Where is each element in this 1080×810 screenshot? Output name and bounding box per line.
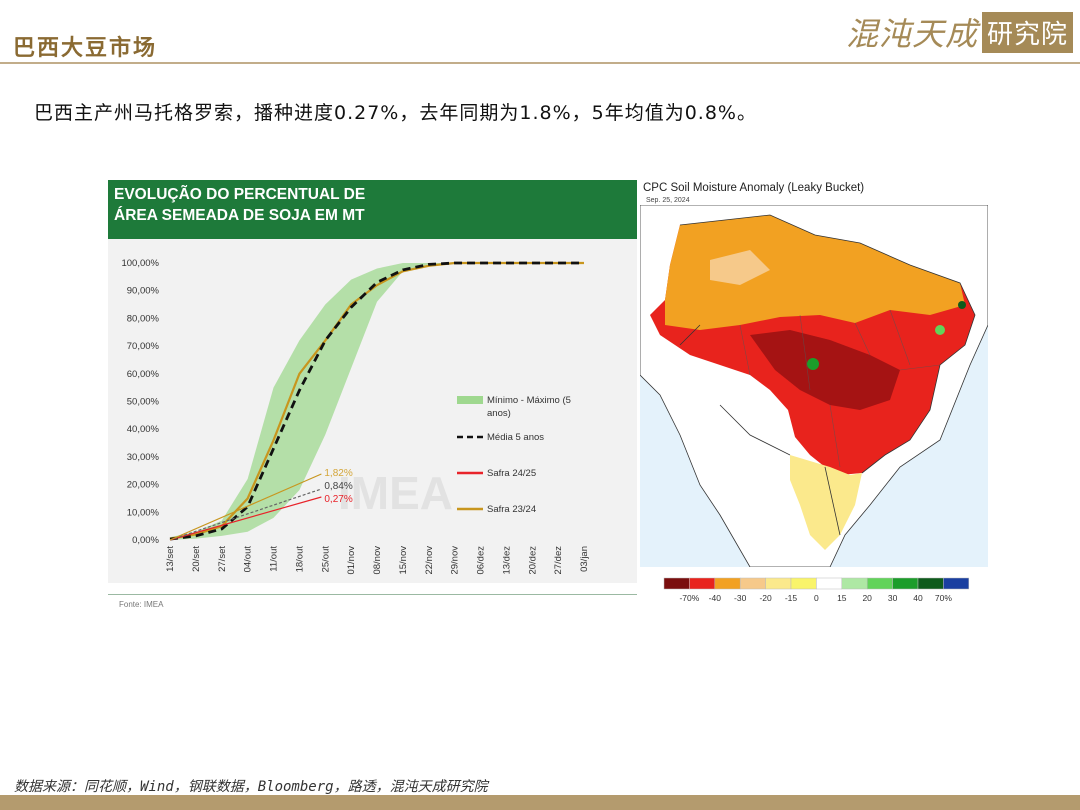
x-tick-label: 15/nov [398,546,409,575]
y-tick-label: 30,00% [127,452,160,463]
page-title: 巴西大豆市场 [13,35,158,61]
legend-color-swatch [765,577,792,590]
x-tick-label: 13/set [165,546,176,572]
header-bar: 巴西大豆市场 混沌天成 研究院 [0,0,1080,66]
legend-tick-label: -15 [785,593,798,603]
legend-color-swatch [663,577,690,590]
legend-color-swatch [689,577,716,590]
header-rule [0,62,1080,64]
orange-zone-north [665,215,965,330]
legend-tick-label: 0 [814,593,819,603]
legend-label-2425: Safra 24/25 [487,468,536,479]
x-tick-label: 29/nov [450,546,461,575]
legend-tick-label: 40 [913,593,923,603]
inset-line [169,488,322,541]
x-tick-label: 13/dez [501,546,512,575]
planting-progress-chart: IMEA 0,00% 10,00% 20,00% 30,00% 40,00% 50,00% 6… [121,258,590,575]
legend-swatch-band [457,396,483,404]
legend-color-swatch [816,577,843,590]
data-source-note: 数据来源：同花顺，Wind，钢联数据，Bloomberg，路透，混沌天成研究院 [14,779,488,795]
dark-red-core [750,330,900,410]
brazil-soil-moisture-map [640,205,988,567]
y-tick-label: 0,00% [132,535,159,546]
light-south-zone [790,455,862,550]
footer: 数据来源：同花顺，Wind，钢联数据，Bloomberg，路透，混沌天成研究院 [0,770,1080,810]
y-tick-label: 90,00% [127,286,160,297]
legend-tick-label: -30 [734,593,747,603]
legend-tick-label: 15 [837,593,847,603]
yellow-patch-north [710,250,770,285]
legend-tick-label: -40 [709,593,722,603]
y-tick-label: 80,00% [127,313,160,324]
legend-tick-label: -20 [759,593,772,603]
y-tick-label: 50,00% [127,397,160,408]
y-tick-label: 10,00% [127,507,160,518]
inset-value-label: 1,82% [324,468,352,479]
map-date: Sep. 25, 2024 [646,197,690,204]
imea-watermark: IMEA [338,467,453,519]
legend-tick-label: 20 [862,593,872,603]
y-tick-label: 100,00% [121,258,159,269]
legend-color-swatch [739,577,766,590]
inset-value-label: 0,27% [324,494,352,505]
x-tick-label: 08/nov [372,546,383,575]
x-tick-label: 27/dez [553,546,564,575]
legend-tick-label: 70% [935,593,952,603]
legend-color-swatch [892,577,919,590]
brazil-map-image [640,205,988,567]
x-tick-label: 22/nov [424,546,435,575]
green-patch-ne2 [958,301,966,309]
slide-subtitle: 巴西主产州马托格罗索，播种进度0.27%，去年同期为1.8%，5年均值为0.8%… [34,102,757,124]
country-borders [679,214,976,536]
x-tick-label: 20/dez [527,546,538,575]
green-patch-ne [935,325,945,335]
chart-source: Fonte: IMEA [119,600,164,609]
y-tick-label: 20,00% [127,480,160,491]
legend-color-swatch [790,577,817,590]
brand-logo: 混沌天成 研究院 [846,11,1074,53]
inset-line [169,473,322,541]
legend-label-2324: Safra 23/24 [487,504,536,515]
legend-label-media: Média 5 anos [487,432,544,443]
chart-title-line-1: EVOLUÇÃO DO PERCENTUAL DE [114,186,366,203]
state-borders [739,309,941,468]
legend-tick-label: -70% [679,593,699,603]
x-tick-label: 06/dez [476,546,487,575]
legend-label-band: Mínimo - Máximo (5 [487,395,571,406]
planting-progress-chart-panel: EVOLUÇÃO DO PERCENTUAL DE ÁREA SEMEADA D… [108,180,638,615]
x-tick-label: 20/set [191,546,202,572]
legend-tick-label: 30 [888,593,898,603]
green-patch [807,358,819,370]
legend-color-swatch [943,577,970,590]
y-tick-label: 40,00% [127,424,160,435]
min-max-band [170,263,584,540]
legend-color-swatch [917,577,944,590]
map-title: CPC Soil Moisture Anomaly (Leaky Bucket) [643,182,865,194]
brand-logo-script: 混沌天成 [846,15,979,53]
x-tick-label: 04/out [243,546,254,573]
footer-bar [0,795,1080,810]
inset-line [169,496,322,541]
series-line-safra-2324 [169,261,584,540]
legend-color-swatch [714,577,741,590]
x-tick-label: 27/set [217,546,228,572]
legend-color-swatch [841,577,868,590]
legend-color-swatch [866,577,893,590]
chart-plot-area: IMEA 0,00% 10,00% 20,00% 30,00% 40,00% 50,00% 6… [108,239,637,583]
x-tick-label: 11/out [269,546,280,572]
x-tick-label: 03/jan [579,546,590,572]
brand-logo-box: 研究院 [982,11,1074,53]
x-tick-label: 01/nov [346,546,357,575]
y-tick-label: 70,00% [127,341,160,352]
legend-label-band-2: anos) [487,408,511,419]
soil-moisture-map-panel: CPC Soil Moisture Anomaly (Leaky Bucket)… [640,180,990,610]
chart-title-line-2: ÁREA SEMEADA DE SOJA EM MT [114,207,365,224]
source-rule [108,594,637,595]
map-color-legend: -70% -40 -30 -20 -15 0 15 20 30 40 70% [663,577,970,603]
chart-title-banner: EVOLUÇÃO DO PERCENTUAL DE ÁREA SEMEADA D… [108,180,637,239]
x-tick-label: 25/out [320,546,331,573]
x-tick-label: 18/out [294,546,305,573]
inset-value-label: 0,84% [324,481,352,492]
y-tick-label: 60,00% [127,369,160,380]
